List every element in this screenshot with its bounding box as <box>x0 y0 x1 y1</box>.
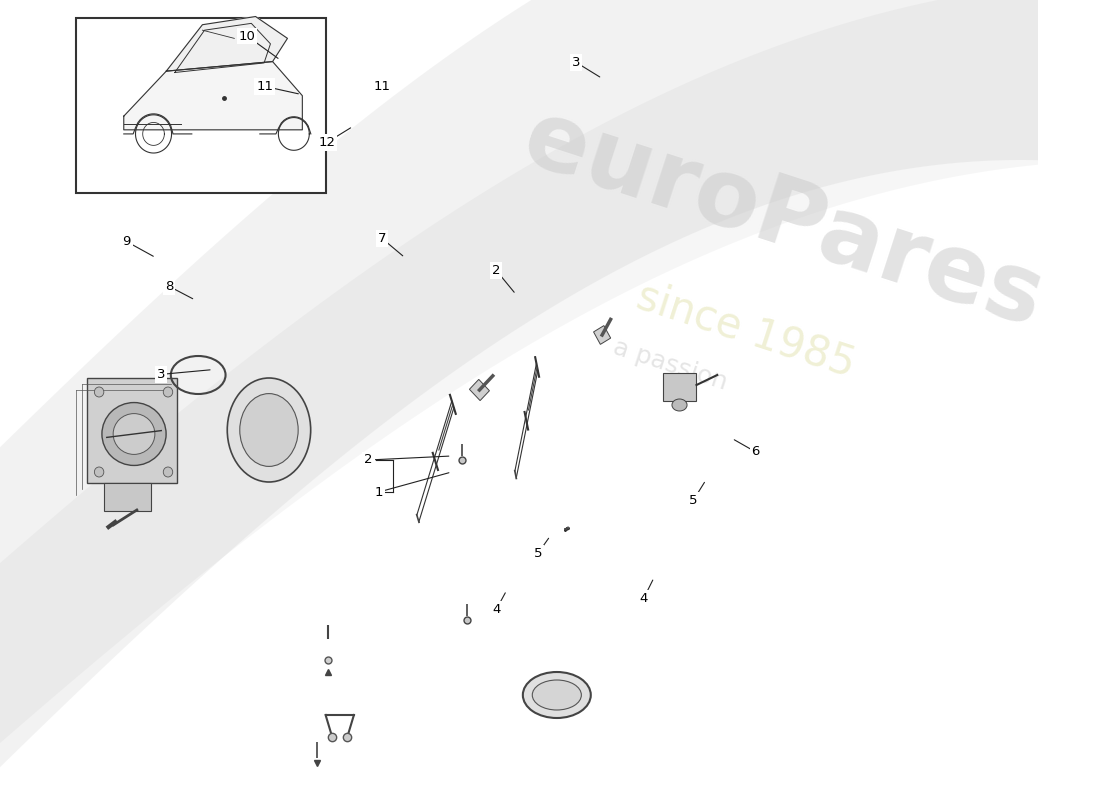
Polygon shape <box>564 529 569 531</box>
Circle shape <box>163 467 173 477</box>
Polygon shape <box>565 529 569 530</box>
Bar <box>87 378 177 482</box>
Text: a passion: a passion <box>609 335 730 394</box>
Polygon shape <box>565 528 569 530</box>
Text: 12: 12 <box>319 136 336 149</box>
Text: 3: 3 <box>572 56 581 69</box>
Polygon shape <box>565 529 569 530</box>
Polygon shape <box>565 529 569 531</box>
Text: 4: 4 <box>639 592 648 605</box>
Text: 5: 5 <box>534 547 542 560</box>
Text: since 1985: since 1985 <box>631 275 860 385</box>
Bar <box>76 18 326 193</box>
Polygon shape <box>166 17 287 71</box>
Text: 8: 8 <box>165 280 174 293</box>
Text: 5: 5 <box>690 494 697 506</box>
Polygon shape <box>565 528 569 530</box>
Text: 10: 10 <box>239 30 255 42</box>
Ellipse shape <box>228 378 310 482</box>
Circle shape <box>95 467 103 477</box>
Text: 11: 11 <box>256 80 273 93</box>
Text: 11: 11 <box>374 80 390 93</box>
Polygon shape <box>124 62 303 130</box>
Polygon shape <box>565 529 569 531</box>
Bar <box>594 326 610 344</box>
Bar <box>470 379 490 401</box>
Polygon shape <box>565 528 569 530</box>
Ellipse shape <box>240 394 298 466</box>
Text: 9: 9 <box>122 235 131 248</box>
Text: 2: 2 <box>492 264 500 277</box>
Polygon shape <box>565 528 569 530</box>
Ellipse shape <box>672 399 688 411</box>
Text: 2: 2 <box>364 454 373 466</box>
Bar <box>103 482 151 510</box>
Polygon shape <box>564 527 569 530</box>
Text: 4: 4 <box>492 603 500 616</box>
Text: 3: 3 <box>156 368 165 381</box>
Bar <box>662 373 696 401</box>
Ellipse shape <box>522 672 591 718</box>
Circle shape <box>95 387 103 397</box>
Polygon shape <box>565 529 569 531</box>
Polygon shape <box>565 528 569 530</box>
Text: 1: 1 <box>375 486 383 498</box>
Text: 6: 6 <box>751 446 760 458</box>
Polygon shape <box>565 529 569 531</box>
Ellipse shape <box>532 680 582 710</box>
Text: euroPares: euroPares <box>513 93 1055 347</box>
Ellipse shape <box>102 402 166 466</box>
Ellipse shape <box>113 414 155 454</box>
Circle shape <box>163 387 173 397</box>
Text: 7: 7 <box>377 232 386 245</box>
